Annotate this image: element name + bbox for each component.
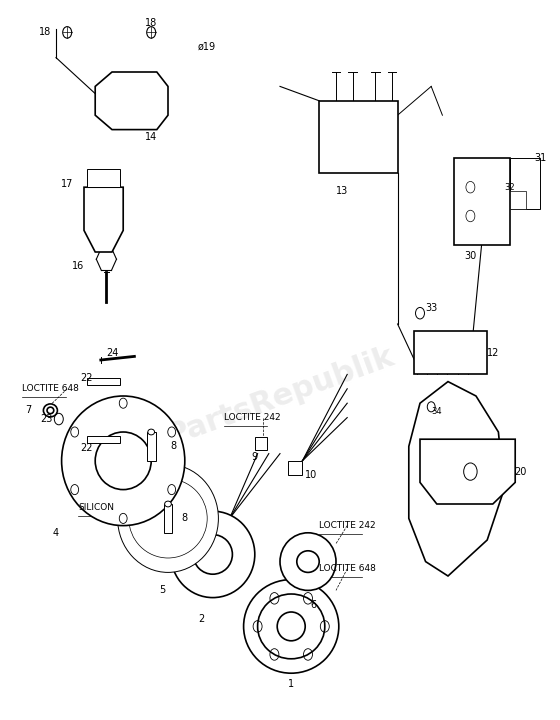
- Text: SILICON: SILICON: [78, 503, 114, 512]
- Ellipse shape: [165, 501, 171, 507]
- Ellipse shape: [62, 396, 185, 526]
- Text: LOCTITE 242: LOCTITE 242: [224, 413, 281, 422]
- Text: 18: 18: [145, 18, 157, 28]
- Bar: [147, 432, 156, 461]
- Polygon shape: [420, 439, 515, 504]
- Ellipse shape: [280, 533, 336, 590]
- Text: 20: 20: [515, 467, 527, 477]
- Text: 34: 34: [432, 408, 442, 416]
- Text: 14: 14: [145, 132, 157, 142]
- Polygon shape: [84, 187, 123, 252]
- Ellipse shape: [95, 432, 151, 490]
- Bar: [87, 378, 120, 385]
- Text: 1: 1: [288, 679, 294, 689]
- Ellipse shape: [244, 580, 339, 673]
- Text: 8: 8: [182, 513, 188, 523]
- Ellipse shape: [258, 594, 325, 659]
- Text: LOCTITE 648: LOCTITE 648: [319, 564, 376, 573]
- Ellipse shape: [297, 551, 319, 572]
- Text: 6: 6: [311, 600, 316, 610]
- Text: 17: 17: [61, 179, 73, 189]
- Ellipse shape: [47, 408, 54, 413]
- Bar: [414, 331, 487, 374]
- Text: LOCTITE 648: LOCTITE 648: [22, 384, 80, 393]
- Text: 10: 10: [305, 470, 317, 480]
- Bar: [510, 191, 526, 209]
- Bar: [255, 437, 267, 450]
- Text: 13: 13: [335, 186, 348, 196]
- Text: PartsRepublik: PartsRepublik: [162, 341, 398, 451]
- Text: 7: 7: [25, 405, 31, 415]
- Bar: [454, 158, 510, 245]
- Polygon shape: [95, 72, 168, 130]
- Text: LOCTITE 242: LOCTITE 242: [319, 521, 376, 530]
- Ellipse shape: [129, 479, 207, 558]
- Text: 32: 32: [505, 183, 515, 192]
- Text: 33: 33: [425, 303, 437, 313]
- Polygon shape: [409, 382, 504, 576]
- Bar: [319, 101, 398, 173]
- Bar: [164, 504, 172, 533]
- Text: 4: 4: [53, 528, 59, 538]
- Text: 31: 31: [534, 153, 547, 163]
- Text: 8: 8: [171, 441, 176, 451]
- Text: 30: 30: [464, 251, 477, 261]
- Text: 9: 9: [252, 452, 258, 462]
- Text: 5: 5: [159, 585, 166, 595]
- Bar: [87, 169, 120, 187]
- Text: 12: 12: [487, 348, 499, 358]
- Ellipse shape: [118, 464, 218, 572]
- Bar: [87, 436, 120, 443]
- Text: 2: 2: [198, 614, 205, 624]
- Ellipse shape: [171, 511, 255, 598]
- Text: 23: 23: [40, 414, 53, 424]
- Ellipse shape: [193, 534, 232, 575]
- Bar: [510, 158, 540, 209]
- Text: 18: 18: [39, 27, 51, 37]
- Text: ø19: ø19: [198, 42, 216, 52]
- Text: 22: 22: [81, 443, 93, 453]
- Text: 24: 24: [106, 348, 118, 358]
- Text: 16: 16: [72, 261, 85, 271]
- Text: 22: 22: [81, 373, 93, 383]
- Ellipse shape: [44, 404, 58, 417]
- Bar: [288, 461, 302, 475]
- Ellipse shape: [277, 612, 305, 641]
- Ellipse shape: [148, 429, 155, 435]
